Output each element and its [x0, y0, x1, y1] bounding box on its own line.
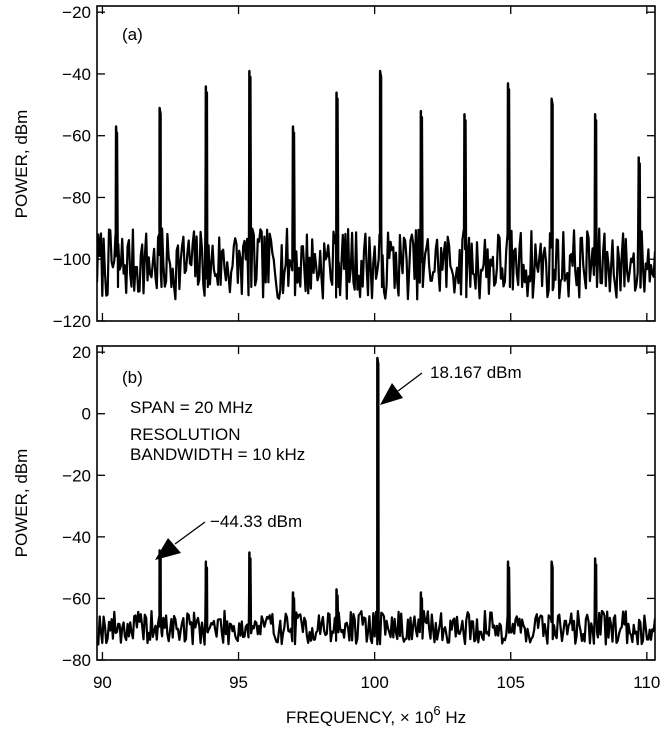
spectrum-trace-b — [97, 356, 655, 646]
x-tick-label: 100 — [360, 673, 388, 692]
y-tick-label-b: −60 — [62, 589, 91, 608]
panel-label-a: (a) — [122, 25, 143, 44]
y-tick-label-b: −80 — [62, 651, 91, 670]
y-tick-label-a: −60 — [62, 127, 91, 146]
spectrum-line-b — [97, 356, 655, 646]
y-axis-title-b: POWER, dBm — [12, 449, 31, 558]
arrow-peak-main — [380, 372, 423, 405]
panel-a: −120 −100 −80 −60 −40 −20 (a) POWER, dBm — [12, 3, 656, 331]
y-tick-label-b: 20 — [72, 343, 91, 362]
x-axis-title-main: FREQUENCY, × 10 — [286, 708, 434, 727]
x-axis-title: FREQUENCY, × 106 Hz — [286, 703, 466, 727]
annotation-span: SPAN = 20 MHz — [130, 398, 253, 417]
x-axis-title-unit: Hz — [441, 708, 467, 727]
y-tick-label-a: −120 — [53, 312, 91, 331]
y-tick-label-b: −40 — [62, 528, 91, 547]
plot-frame-b — [96, 345, 656, 661]
axis-ticks-a: −120 −100 −80 −60 −40 −20 — [53, 3, 655, 331]
arrow-peak-side — [155, 521, 206, 560]
x-axis-title-exponent: 6 — [433, 703, 440, 718]
y-tick-label-a: −100 — [53, 250, 91, 269]
y-axis-title-a: POWER, dBm — [12, 110, 31, 219]
spectrum-line-a — [97, 69, 655, 301]
axis-ticks-b: −80 −60 −40 −20 0 20 90 95 100 105 110 — [62, 343, 660, 692]
annotation-resolution-line2: BANDWIDTH = 10 kHz — [130, 445, 305, 464]
x-tick-label: 110 — [633, 673, 660, 692]
spectrum-trace-a — [97, 69, 655, 301]
panel-b: −80 −60 −40 −20 0 20 90 95 100 105 110 (b) SPAN = … — [12, 343, 660, 727]
annotation-resolution-line1: RESOLUTION — [130, 425, 241, 444]
x-tick-label: 90 — [93, 673, 112, 692]
x-tick-label: 95 — [229, 673, 248, 692]
y-tick-label-b: −20 — [62, 466, 91, 485]
annotation-peak-main: 18.167 dBm — [430, 363, 522, 382]
y-tick-label-a: −20 — [62, 3, 91, 22]
panel-label-b: (b) — [122, 368, 143, 387]
y-tick-label-a: −40 — [62, 65, 91, 84]
annotation-peak-side: −44.33 dBm — [210, 512, 302, 531]
plot-frame-a — [96, 5, 656, 322]
y-tick-label-a: −80 — [62, 188, 91, 207]
y-tick-label-b: 0 — [82, 405, 91, 424]
x-tick-label: 105 — [497, 673, 525, 692]
